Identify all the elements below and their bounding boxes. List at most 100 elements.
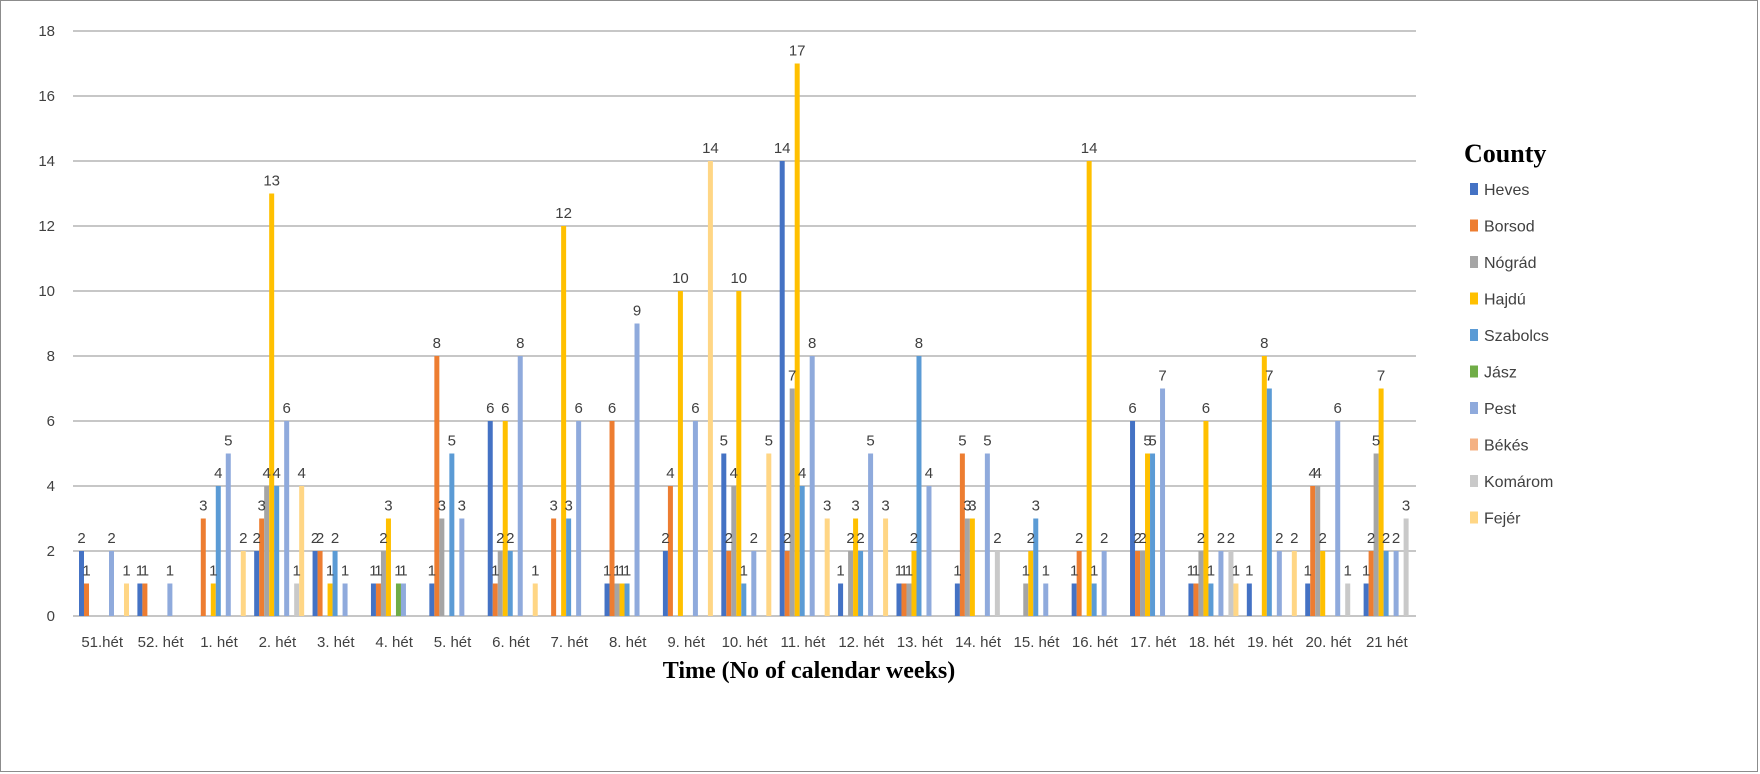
data-label: 5 [866,433,874,450]
data-label: 1 [531,563,539,580]
data-label: 4 [214,465,222,482]
data-label: 3 [564,498,572,515]
bar-heves [721,453,727,616]
data-label: 2 [725,530,733,547]
bar-szabolcs [332,551,338,616]
bar-fejér [124,583,129,616]
bars [79,63,1409,616]
bar-borsod [492,583,498,616]
data-label: 4 [925,465,933,482]
legend-label-komárom: Komárom [1484,474,1553,491]
bar-szabolcs [1091,583,1097,616]
data-label: 8 [1260,335,1268,352]
data-label: 1 [613,563,621,580]
y-tick-label: 4 [47,478,55,495]
bar-borsod [200,518,206,616]
data-label: 2 [750,530,758,547]
data-label: 6 [691,400,699,417]
bar-hajdú [794,63,800,616]
bar-heves [79,551,84,616]
bar-nógrád [906,583,912,616]
data-label: 1 [341,563,349,580]
data-label: 1 [1022,563,1030,580]
bar-szabolcs [1033,518,1039,616]
bar-komárom [994,551,1000,616]
bar-fejér [299,486,305,616]
bar-nógrád [848,551,854,616]
bar-pest [1043,583,1049,616]
legend-swatch-heves [1470,183,1478,195]
y-tick-label: 12 [38,218,55,235]
data-label: 1 [1070,563,1078,580]
data-label: 10 [672,270,689,287]
data-label: 10 [730,270,747,287]
data-label: 4 [1309,465,1317,482]
data-label: 1 [374,563,382,580]
x-tick-label: 16. hét [1072,634,1119,651]
data-label: 2 [1217,530,1225,547]
legend-label-jász: Jász [1484,365,1517,382]
data-label: 1 [1187,563,1195,580]
data-label: 5 [958,433,966,450]
x-tick-label: 9. hét [667,634,705,651]
data-label: 3 [968,498,976,515]
data-label: 1 [1362,563,1370,580]
bar-hajdú [327,583,333,616]
data-label: 3 [258,498,266,515]
data-label: 1 [166,563,174,580]
bar-pest [576,421,582,616]
data-label: 1 [293,563,301,580]
bar-hajdú [853,518,859,616]
data-label: 3 [199,498,207,515]
bar-heves [604,583,610,616]
legend-label-hajdú: Hajdú [1484,292,1526,309]
data-label: 2 [1227,530,1235,547]
x-tick-label: 15. hét [1014,634,1061,651]
bar-borsod [1193,583,1199,616]
bar-heves [662,551,668,616]
bar-fejér [824,518,830,616]
bar-nógrád [1023,583,1029,616]
bar-heves [1305,583,1311,616]
legend-swatch-borsod [1470,219,1478,232]
legend-title: County [1464,139,1546,168]
data-label: 17 [789,43,806,60]
bar-pest [692,421,698,616]
data-label: 1 [1090,563,1098,580]
y-tick-label: 6 [47,413,55,430]
data-label: 7 [788,368,796,385]
y-tick-label: 0 [47,608,55,625]
bar-hajdú [736,291,742,616]
bar-komárom [1228,551,1234,616]
bar-borsod [434,356,440,616]
bar-nógrád [789,388,795,616]
data-label: 1 [1304,563,1312,580]
y-tick-label: 16 [38,88,55,105]
bar-nógrád [1140,551,1146,616]
bar-szabolcs [1150,453,1156,616]
legend-swatch-fejér [1470,511,1478,524]
data-label: 7 [1158,368,1166,385]
bar-borsod [1310,486,1316,616]
legend-label-fejér: Fejér [1484,511,1521,528]
legend-swatch-hajdú [1470,292,1478,305]
bar-pest [751,551,757,616]
bar-pest [1160,388,1166,616]
bar-heves [1130,421,1136,616]
bar-jász [395,583,401,616]
legend-swatch-nógrád [1470,256,1478,268]
bar-borsod [551,518,557,616]
bar-pest [868,453,874,616]
bar-pest [1101,551,1107,616]
bar-heves [487,421,493,616]
data-label: 2 [107,530,115,547]
data-label: 2 [1275,530,1283,547]
bar-nógrád [497,551,503,616]
data-label: 2 [1075,530,1083,547]
bar-pest [459,518,465,616]
bar-pest [926,486,932,616]
x-tick-label: 8. hét [609,634,647,651]
data-label: 4 [298,465,306,482]
